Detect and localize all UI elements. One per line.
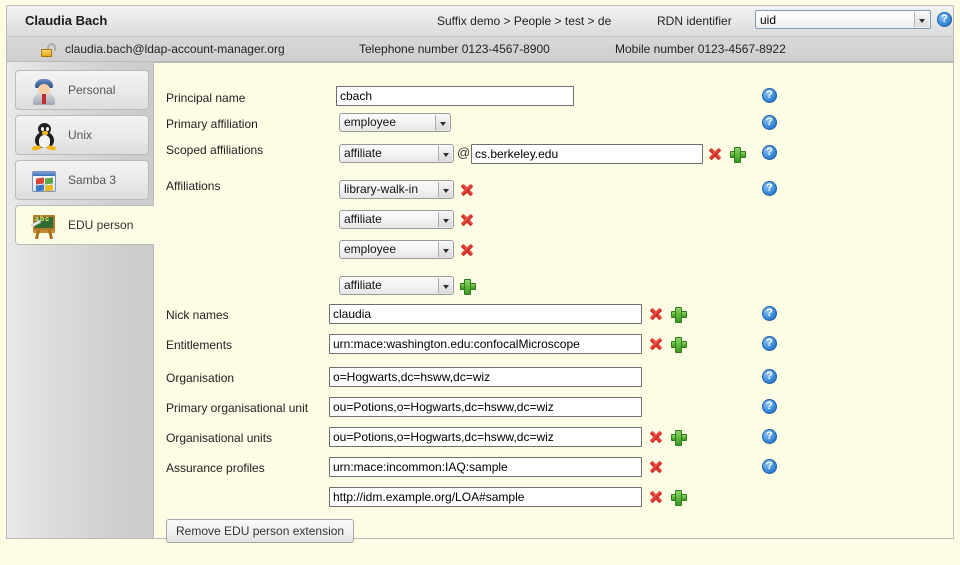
affiliation-value: affiliate <box>344 212 382 226</box>
chevron-down-icon[interactable] <box>438 278 452 293</box>
scoped-affiliation-select[interactable]: affiliate <box>339 144 454 163</box>
delete-icon-assurance-profile-1[interactable] <box>649 490 663 504</box>
nick-name-input-0[interactable] <box>329 304 642 324</box>
organisation-input[interactable] <box>329 367 642 387</box>
add-icon-organisational-unit[interactable] <box>671 430 687 446</box>
remove-edu-person-extension-button[interactable]: Remove EDU person extension <box>166 519 355 543</box>
principal-name-input[interactable] <box>336 86 574 106</box>
chevron-down-icon[interactable] <box>914 12 929 27</box>
sidebar-item-label: EDU person <box>68 218 134 232</box>
windows-icon <box>30 167 58 195</box>
add-icon-affiliation[interactable] <box>460 279 476 295</box>
page-title: Claudia Bach <box>25 13 108 28</box>
sidebar-item-label: Samba 3 <box>68 173 117 187</box>
sidebar-item-label: Personal <box>68 83 116 97</box>
affiliation-value: library-walk-in <box>344 182 419 196</box>
user-icon <box>30 77 58 105</box>
delete-icon-assurance-profile-0[interactable] <box>649 460 663 474</box>
help-icon-header[interactable] <box>937 12 952 27</box>
delete-icon-scoped-affiliation[interactable] <box>708 147 722 161</box>
affiliation-select-2[interactable]: employee <box>339 240 454 259</box>
help-icon-principal-name[interactable] <box>762 88 777 103</box>
add-icon-entitlement[interactable] <box>671 337 687 353</box>
module-tab-sidebar: Personal Unix Samba 3 abc EDU person <box>6 62 161 539</box>
entitlement-input-0[interactable] <box>329 334 642 354</box>
breadcrumb: Suffix demo > People > test > de <box>437 14 611 28</box>
delete-icon-affiliation-0[interactable] <box>460 183 474 197</box>
help-icon-nick-names[interactable] <box>762 306 777 321</box>
rdn-identifier-label: RDN identifier <box>657 14 732 28</box>
assurance-profile-input-0[interactable] <box>329 457 642 477</box>
header-top-row: Claudia Bach Suffix demo > People > test… <box>7 6 953 36</box>
sidebar-item-edu-person[interactable]: abc EDU person <box>15 205 161 245</box>
chevron-down-icon[interactable] <box>438 146 452 161</box>
edu-person-form: Principal name Primary affiliation emplo… <box>154 62 954 543</box>
help-icon-organisational-units[interactable] <box>762 429 777 444</box>
scoped-affiliation-value: affiliate <box>344 146 382 160</box>
affiliations-label: Affiliations <box>166 179 221 193</box>
assurance-profiles-label: Assurance profiles <box>166 461 265 475</box>
penguin-icon <box>30 122 58 151</box>
suffix-label: Suffix <box>437 14 467 28</box>
suffix-path: demo > People > test > de <box>470 14 612 28</box>
primary-organisational-unit-label: Primary organisational unit <box>166 401 309 415</box>
scoped-affiliation-scope-input[interactable] <box>471 144 703 164</box>
primary-affiliation-value: employee <box>344 115 397 129</box>
organisation-label: Organisation <box>166 371 235 385</box>
chevron-down-icon[interactable] <box>438 212 452 227</box>
rdn-identifier-select[interactable]: uid <box>755 10 931 29</box>
scoped-affiliations-label: Scoped affiliations <box>166 143 264 157</box>
help-icon-entitlements[interactable] <box>762 336 777 351</box>
account-telephone: Telephone number 0123-4567-8900 <box>359 42 550 56</box>
add-icon-scoped-affiliation[interactable] <box>730 147 746 163</box>
assurance-profile-input-1[interactable] <box>329 487 642 507</box>
sidebar-item-samba3[interactable]: Samba 3 <box>15 160 149 200</box>
affiliation-value: employee <box>344 242 397 256</box>
blackboard-icon: abc <box>30 212 58 240</box>
account-header: Claudia Bach Suffix demo > People > test… <box>6 5 954 62</box>
affiliation-value: affiliate <box>344 278 382 292</box>
entitlements-label: Entitlements <box>166 338 233 352</box>
chevron-down-icon[interactable] <box>438 182 452 197</box>
delete-icon-affiliation-1[interactable] <box>460 213 474 227</box>
organisational-units-label: Organisational units <box>166 431 273 445</box>
help-icon-affiliations[interactable] <box>762 181 777 196</box>
sidebar-item-label: Unix <box>68 128 93 142</box>
delete-icon-organisational-unit-0[interactable] <box>649 430 663 444</box>
chevron-down-icon[interactable] <box>435 115 449 130</box>
unlocked-padlock-icon <box>41 43 57 57</box>
help-icon-assurance-profiles[interactable] <box>762 459 777 474</box>
affiliation-select-new[interactable]: affiliate <box>339 276 454 295</box>
sidebar-item-personal[interactable]: Personal <box>15 70 149 110</box>
chevron-down-icon[interactable] <box>438 242 452 257</box>
add-icon-nick-name[interactable] <box>671 307 687 323</box>
add-icon-assurance-profile[interactable] <box>671 490 687 506</box>
sidebar-item-unix[interactable]: Unix <box>15 115 149 155</box>
primary-organisational-unit-input[interactable] <box>329 397 642 417</box>
affiliation-select-1[interactable]: affiliate <box>339 210 454 229</box>
account-email: claudia.bach@ldap-account-manager.org <box>65 42 285 56</box>
help-icon-scoped-affiliations[interactable] <box>762 145 777 160</box>
help-icon-primary-affiliation[interactable] <box>762 115 777 130</box>
primary-affiliation-select[interactable]: employee <box>339 113 451 132</box>
account-mobile: Mobile number 0123-4567-8922 <box>615 42 786 56</box>
delete-icon-entitlement-0[interactable] <box>649 337 663 351</box>
primary-affiliation-label: Primary affiliation <box>166 117 258 131</box>
organisational-unit-input-0[interactable] <box>329 427 642 447</box>
help-icon-organisation[interactable] <box>762 369 777 384</box>
rdn-identifier-value: uid <box>760 13 777 27</box>
delete-icon-nick-name-0[interactable] <box>649 307 663 321</box>
principal-name-label: Principal name <box>166 91 246 105</box>
help-icon-primary-organisational-unit[interactable] <box>762 399 777 414</box>
nick-names-label: Nick names <box>166 308 229 322</box>
at-separator: @ <box>457 145 471 160</box>
delete-icon-affiliation-2[interactable] <box>460 243 474 257</box>
header-bottom-row: claudia.bach@ldap-account-manager.org Te… <box>7 36 953 62</box>
affiliation-select-0[interactable]: library-walk-in <box>339 180 454 199</box>
